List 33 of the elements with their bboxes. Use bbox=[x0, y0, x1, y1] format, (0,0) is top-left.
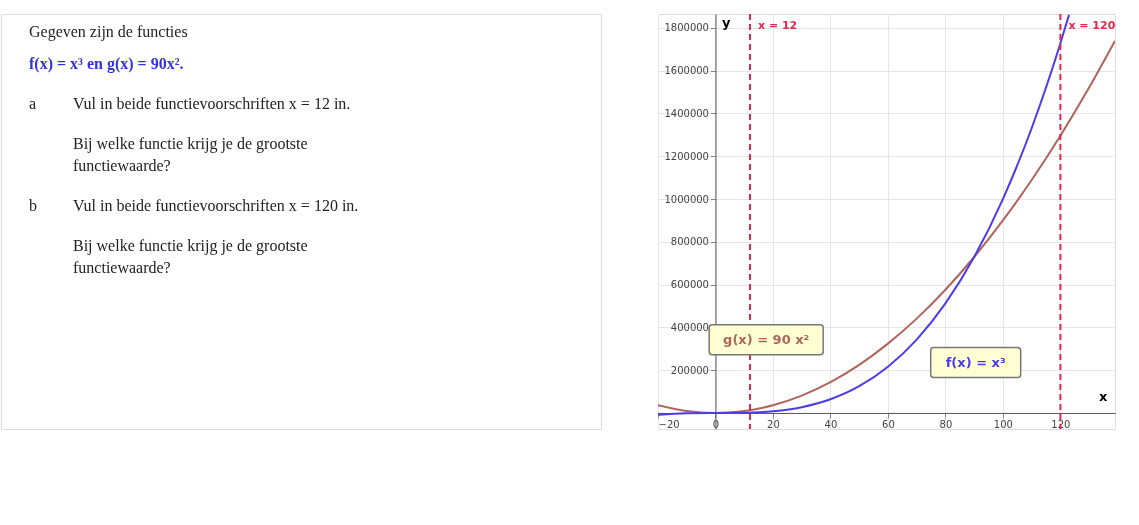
text: Gegeven zijn de functies bbox=[29, 23, 188, 41]
y-axis-title: y bbox=[721, 14, 731, 30]
x-tick-label: −20 bbox=[658, 419, 680, 431]
x-tick-label: 40 bbox=[824, 419, 838, 431]
x-tick-label: 80 bbox=[939, 419, 953, 431]
line-series bbox=[658, 39, 1115, 414]
text: Bij welke functie krijg je de grootste functiewaarde? bbox=[73, 135, 308, 174]
y-tick-label: 1400000 bbox=[664, 107, 709, 119]
y-tick-label: 1600000 bbox=[664, 65, 709, 77]
y-tick-label: 200000 bbox=[670, 364, 709, 376]
text: Vul in beide functievoorschriften x = 120 in. bbox=[73, 197, 359, 214]
y-tick-label: 1000000 bbox=[664, 193, 709, 205]
y-tick-label: 1800000 bbox=[664, 22, 709, 34]
x-axis-title: x bbox=[1099, 389, 1109, 405]
ref-line-label: x = 120 bbox=[1068, 19, 1116, 32]
line-series bbox=[658, 14, 1071, 416]
y-tick-label: 1200000 bbox=[664, 150, 709, 162]
text: b bbox=[29, 197, 37, 214]
text: a bbox=[29, 95, 37, 112]
y-tick-label: 400000 bbox=[670, 321, 709, 333]
text: f(x) = x³ bbox=[945, 354, 1006, 370]
text: Bij welke functie krijg je de grootste functiewaarde? bbox=[73, 237, 308, 276]
x-tick-label: 120 bbox=[1051, 419, 1071, 431]
ref-line-label: x = 12 bbox=[757, 19, 798, 32]
x-tick-label: 20 bbox=[767, 419, 780, 431]
text: f(x) = x³ en g(x) = 90x². bbox=[29, 55, 184, 73]
x-tick-label: 100 bbox=[993, 419, 1013, 431]
x-tick-label: 60 bbox=[882, 419, 895, 431]
text: g(x) = 90 x² bbox=[723, 331, 810, 347]
text: Vul in beide functievoorschriften x = 12 in. bbox=[73, 95, 351, 112]
x-tick-label: 0 bbox=[712, 419, 720, 431]
y-tick-label: 600000 bbox=[670, 279, 709, 291]
y-tick-label: 800000 bbox=[670, 236, 709, 248]
